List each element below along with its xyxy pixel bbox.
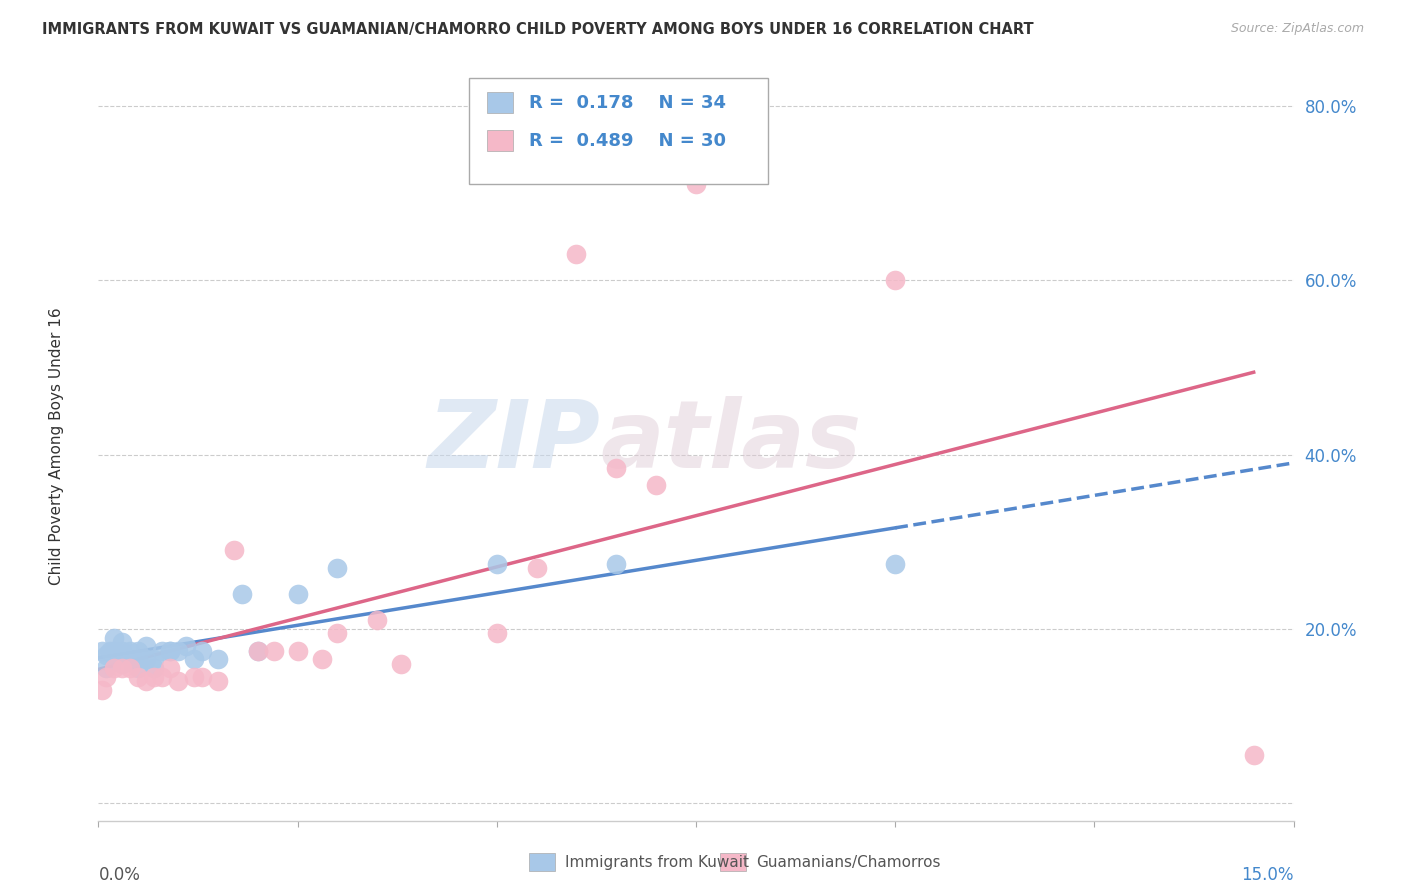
Point [127, 670, 149, 684]
Point [191, 643, 214, 657]
Point [150, 670, 173, 684]
Point [326, 626, 349, 640]
Point [526, 561, 548, 575]
Point [207, 674, 229, 689]
Point [645, 478, 668, 492]
Point [103, 648, 125, 662]
Point [103, 661, 125, 675]
Point [127, 661, 149, 675]
Point [183, 670, 205, 684]
Point [135, 640, 157, 654]
Point [884, 557, 907, 571]
Text: 0.0%: 0.0% [98, 866, 141, 884]
Point [111, 643, 134, 657]
Point [159, 643, 181, 657]
Point [605, 557, 627, 571]
Point [246, 643, 269, 657]
Point [103, 631, 125, 645]
Text: IMMIGRANTS FROM KUWAIT VS GUAMANIAN/CHAMORRO CHILD POVERTY AMONG BOYS UNDER 16 C: IMMIGRANTS FROM KUWAIT VS GUAMANIAN/CHAM… [42, 22, 1033, 37]
Point [143, 670, 166, 684]
Point [222, 543, 245, 558]
Text: Immigrants from Kuwait: Immigrants from Kuwait [565, 855, 748, 870]
Point [389, 657, 412, 671]
Text: R =  0.178    N = 34: R = 0.178 N = 34 [529, 94, 725, 112]
Point [311, 652, 333, 666]
Point [159, 661, 181, 675]
Point [111, 657, 134, 671]
Point [120, 652, 142, 666]
Text: Child Poverty Among Boys Under 16: Child Poverty Among Boys Under 16 [49, 307, 63, 585]
Point [326, 561, 349, 575]
Point [98, 643, 122, 657]
Point [884, 273, 907, 287]
Point [150, 643, 173, 657]
Text: Guamanians/Chamorros: Guamanians/Chamorros [756, 855, 941, 870]
Point [231, 587, 253, 601]
Text: ZIP: ZIP [427, 395, 600, 488]
Point [167, 643, 190, 657]
Point [135, 674, 157, 689]
Point [287, 587, 309, 601]
FancyBboxPatch shape [529, 854, 555, 871]
Point [143, 652, 166, 666]
Point [565, 247, 588, 261]
Text: R =  0.489    N = 30: R = 0.489 N = 30 [529, 131, 725, 150]
Point [111, 635, 134, 649]
FancyBboxPatch shape [720, 854, 747, 871]
Text: 15.0%: 15.0% [1241, 866, 1294, 884]
Point [167, 674, 190, 689]
Point [103, 643, 125, 657]
Point [685, 178, 707, 192]
Point [111, 661, 134, 675]
Point [183, 652, 205, 666]
Point [96, 661, 118, 675]
FancyBboxPatch shape [470, 78, 768, 184]
FancyBboxPatch shape [486, 92, 513, 113]
Point [120, 661, 142, 675]
Point [207, 652, 229, 666]
FancyBboxPatch shape [486, 130, 513, 151]
Point [120, 643, 142, 657]
Point [159, 643, 181, 657]
Point [191, 670, 214, 684]
Text: atlas: atlas [600, 395, 862, 488]
Point [485, 626, 508, 640]
Point [246, 643, 269, 657]
Point [91, 682, 114, 697]
Point [485, 557, 508, 571]
Text: Source: ZipAtlas.com: Source: ZipAtlas.com [1230, 22, 1364, 36]
Point [605, 460, 627, 475]
Point [1243, 748, 1265, 763]
Point [366, 613, 388, 627]
Point [96, 670, 118, 684]
Point [174, 640, 197, 654]
Point [143, 661, 166, 675]
Point [127, 643, 149, 657]
Point [127, 652, 149, 666]
Point [91, 643, 114, 657]
Point [96, 648, 118, 662]
Point [135, 652, 157, 666]
Point [263, 643, 285, 657]
Point [287, 643, 309, 657]
